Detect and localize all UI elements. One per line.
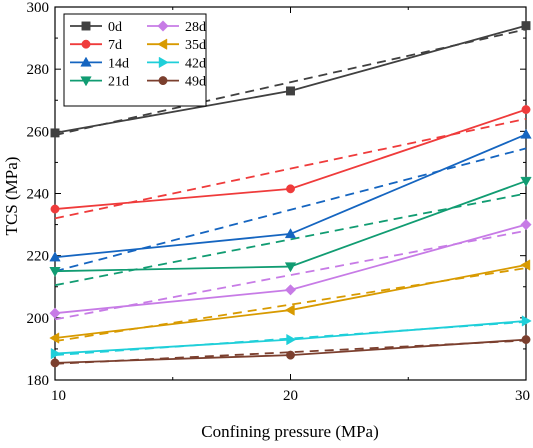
legend-label-28d: 28d <box>185 20 206 35</box>
point-7d-10 <box>50 204 60 214</box>
x-tick-label-20: 20 <box>283 388 298 404</box>
point-21d-30 <box>520 176 532 187</box>
point-42d-20 <box>286 333 297 346</box>
point-42d-10 <box>50 347 61 360</box>
point-14d-10 <box>49 251 61 262</box>
legend-marker-42d <box>158 56 169 69</box>
legend: 0d 7d 14d 21d 28d 35d 42d 49d <box>63 13 207 107</box>
axes: 180 200 220 240 260 280 300 10 20 30 <box>27 0 531 404</box>
y-axis-title: TCS (MPa) <box>2 157 21 236</box>
data-series <box>49 21 532 368</box>
point-21d-10 <box>49 267 61 277</box>
legend-marker-49d <box>158 76 168 86</box>
y-tick-label-180: 180 <box>27 373 50 389</box>
legend-marker-0d <box>81 21 91 31</box>
legend-marker-28d <box>157 20 169 32</box>
point-14d-30 <box>520 128 532 139</box>
legend-marker-7d <box>81 39 91 49</box>
point-49d-20 <box>286 350 295 360</box>
legend-marker-14d <box>80 56 92 67</box>
point-35d-10 <box>49 332 60 344</box>
y-tick-label-300: 300 <box>27 0 50 16</box>
x-tick-label-10: 10 <box>51 388 66 404</box>
point-28d-20 <box>284 284 297 296</box>
point-49d-30 <box>521 335 531 345</box>
point-28d-30 <box>520 218 532 231</box>
legend-marker-21d <box>80 76 92 87</box>
legend-label-7d: 7d <box>108 38 122 53</box>
y-tick-label-200: 200 <box>27 311 50 327</box>
point-42d-30 <box>521 315 532 327</box>
point-7d-30 <box>521 105 531 115</box>
point-21d-20 <box>284 262 297 273</box>
point-35d-20 <box>284 304 295 316</box>
point-7d-20 <box>286 184 295 194</box>
fit-line-14d <box>54 147 527 273</box>
legend-label-0d: 0d <box>108 20 122 35</box>
fit-line-0d <box>54 28 527 136</box>
x-axis-title: Confining pressure (MPa) <box>201 422 379 441</box>
point-14d-20 <box>284 228 297 239</box>
series-line-21d <box>54 180 527 273</box>
series-line-7d <box>54 108 527 210</box>
legend-label-21d: 21d <box>108 75 129 90</box>
legend-label-35d: 35d <box>185 38 206 53</box>
legend-marker-35d <box>157 38 168 50</box>
point-0d-20 <box>286 86 295 96</box>
legend-label-49d: 49d <box>185 75 206 90</box>
point-28d-10 <box>49 307 61 319</box>
y-tick-label-220: 220 <box>27 249 50 265</box>
y-tick-label-260: 260 <box>27 124 50 140</box>
point-0d-10 <box>50 128 60 138</box>
legend-label-42d: 42d <box>185 56 206 71</box>
y-tick-label-240: 240 <box>27 187 50 203</box>
point-35d-30 <box>520 259 531 271</box>
legend-label-14d: 14d <box>108 56 129 71</box>
x-tick-label-30: 30 <box>515 388 530 404</box>
point-0d-30 <box>521 21 531 31</box>
y-tick-label-280: 280 <box>27 62 50 78</box>
point-49d-10 <box>50 358 60 368</box>
